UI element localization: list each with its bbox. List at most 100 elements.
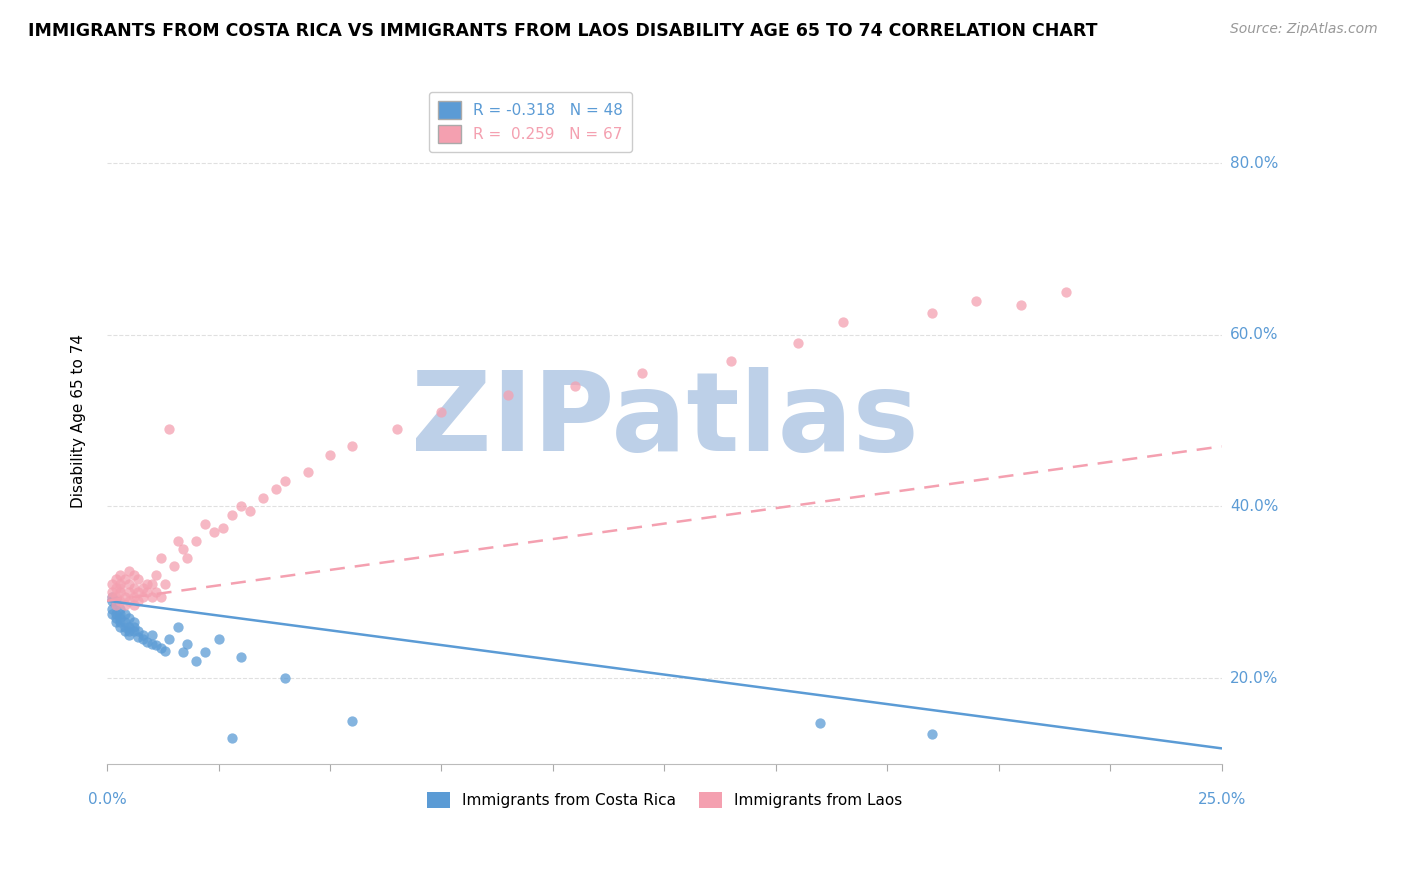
Point: [100, 590, 122, 604]
Point: [100, 585, 122, 599]
Point: [122, 624, 145, 638]
Point: [186, 654, 208, 668]
Point: [114, 607, 136, 621]
Point: [114, 615, 136, 630]
Point: [110, 611, 132, 625]
Point: [110, 619, 132, 633]
Point: [202, 525, 225, 540]
Point: [118, 564, 141, 578]
Point: [132, 590, 155, 604]
Point: [110, 615, 132, 630]
Point: [221, 508, 243, 522]
Point: [118, 628, 141, 642]
Point: [252, 491, 274, 505]
Point: [136, 585, 159, 599]
Point: [122, 615, 145, 630]
Point: [104, 572, 127, 586]
Point: [631, 367, 654, 381]
Point: [100, 594, 122, 608]
Point: [114, 598, 136, 612]
Point: [136, 576, 159, 591]
Point: [110, 607, 132, 621]
Point: [149, 640, 172, 655]
Point: [229, 500, 252, 514]
Point: [110, 576, 132, 591]
Point: [110, 594, 132, 608]
Point: [239, 504, 262, 518]
Point: [274, 474, 297, 488]
Text: ZIPatlas: ZIPatlas: [411, 368, 918, 475]
Text: 25.0%: 25.0%: [1198, 792, 1246, 807]
Text: IMMIGRANTS FROM COSTA RICA VS IMMIGRANTS FROM LAOS DISABILITY AGE 65 TO 74 CORRE: IMMIGRANTS FROM COSTA RICA VS IMMIGRANTS…: [28, 22, 1098, 40]
Y-axis label: Disability Age 65 to 74: Disability Age 65 to 74: [72, 334, 86, 508]
Point: [114, 624, 136, 638]
Point: [141, 590, 163, 604]
Point: [186, 533, 208, 548]
Point: [100, 590, 122, 604]
Point: [104, 611, 127, 625]
Point: [167, 533, 190, 548]
Point: [163, 559, 186, 574]
Point: [118, 594, 141, 608]
Point: [104, 594, 127, 608]
Point: [100, 576, 122, 591]
Point: [141, 628, 163, 642]
Point: [810, 715, 832, 730]
Text: 40.0%: 40.0%: [1230, 499, 1278, 514]
Point: [122, 598, 145, 612]
Point: [221, 731, 243, 745]
Point: [132, 632, 155, 647]
Point: [127, 630, 149, 644]
Point: [104, 581, 127, 595]
Point: [145, 568, 167, 582]
Point: [110, 581, 132, 595]
Point: [110, 602, 132, 616]
Point: [153, 643, 176, 657]
Point: [207, 632, 229, 647]
Point: [966, 293, 988, 308]
Point: [104, 598, 127, 612]
Point: [141, 576, 163, 591]
Point: [921, 727, 943, 741]
Point: [127, 594, 149, 608]
Point: [118, 611, 141, 625]
Point: [104, 607, 127, 621]
Point: [342, 714, 364, 728]
Point: [114, 572, 136, 586]
Point: [118, 585, 141, 599]
Point: [564, 379, 586, 393]
Point: [149, 590, 172, 604]
Point: [194, 516, 217, 531]
Point: [787, 336, 810, 351]
Point: [110, 585, 132, 599]
Text: Source: ZipAtlas.com: Source: ZipAtlas.com: [1230, 22, 1378, 37]
Point: [297, 465, 319, 479]
Text: 0.0%: 0.0%: [87, 792, 127, 807]
Point: [720, 353, 742, 368]
Point: [100, 607, 122, 621]
Point: [132, 581, 155, 595]
Point: [1010, 298, 1032, 312]
Legend: Immigrants from Costa Rica, Immigrants from Laos: Immigrants from Costa Rica, Immigrants f…: [420, 787, 908, 814]
Point: [159, 632, 181, 647]
Point: [167, 619, 190, 633]
Point: [145, 585, 167, 599]
Point: [212, 521, 235, 535]
Point: [1054, 285, 1077, 299]
Point: [110, 568, 132, 582]
Text: 20.0%: 20.0%: [1230, 671, 1278, 686]
Point: [127, 585, 149, 599]
Point: [100, 602, 122, 616]
Point: [118, 619, 141, 633]
Point: [104, 615, 127, 630]
Point: [122, 619, 145, 633]
Point: [176, 637, 198, 651]
Point: [122, 581, 145, 595]
Point: [127, 624, 149, 638]
Point: [159, 422, 181, 436]
Point: [172, 542, 194, 557]
Point: [141, 637, 163, 651]
Point: [921, 306, 943, 320]
Point: [266, 483, 288, 497]
Point: [430, 405, 453, 419]
